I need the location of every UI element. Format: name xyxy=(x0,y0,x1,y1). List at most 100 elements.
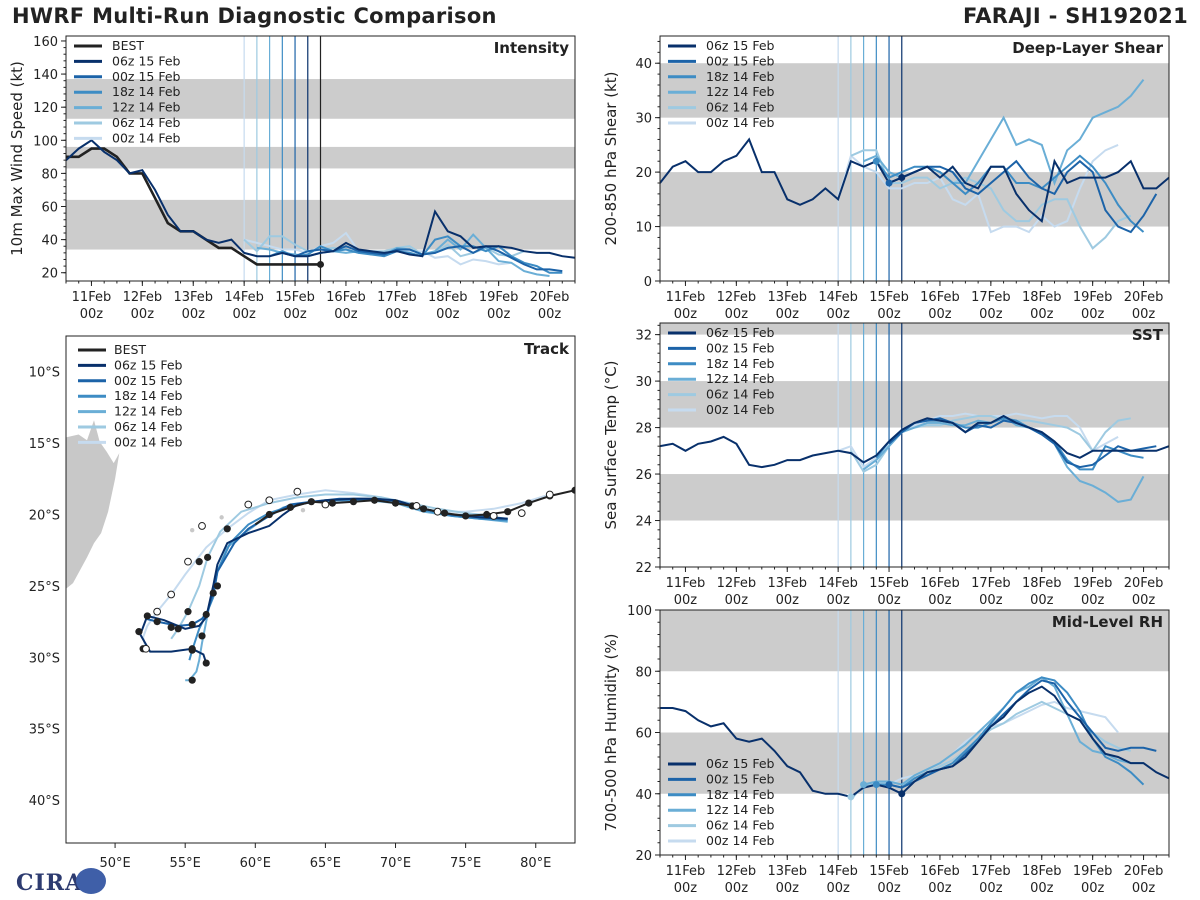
track-open-point xyxy=(489,512,498,520)
shear-panel: 0 10 20 30 40 11Feb 00z 12Feb 00z 13Feb 00z 14Feb 00… xyxy=(602,35,1170,322)
intensity-xtick-label: 00z xyxy=(487,307,511,322)
track-run-point xyxy=(188,676,196,684)
rh-xtick-label: 11Feb xyxy=(666,864,706,879)
track-best-point xyxy=(440,509,449,517)
sst-xtick-label: 00z xyxy=(979,593,1003,608)
track-best-point xyxy=(307,498,315,506)
rh-legend-label: 18z 14 Feb xyxy=(706,787,775,802)
track-best-point xyxy=(525,499,533,507)
intensity-ytick-label: 100 xyxy=(33,134,58,149)
track-open-point xyxy=(142,644,150,653)
shear-xtick-label: 18Feb xyxy=(1022,290,1062,305)
intensity-ytick-label: 60 xyxy=(41,201,58,216)
intensity-xtick-label: 13Feb xyxy=(173,290,213,305)
intensity-xtick-label: 00z xyxy=(283,307,307,322)
track-run-point xyxy=(167,623,175,631)
rh-ytick-label: 20 xyxy=(635,849,652,864)
sst-legend-label: 06z 14 Feb xyxy=(706,387,775,402)
sst-y-axis-label: Sea Surface Temp (°C) xyxy=(602,360,620,529)
track-best-point xyxy=(419,505,428,513)
shear-legend-label: 00z 15 Feb xyxy=(706,53,775,68)
rh-legend-label: 06z 15 Feb xyxy=(706,756,775,771)
track-ytick-label: 10°S xyxy=(29,366,60,381)
rh-xtick-label: 00z xyxy=(1132,881,1156,896)
rh-xtick-label: 00z xyxy=(826,881,850,896)
rh-xtick-label: 15Feb xyxy=(869,864,909,879)
shear-xtick-label: 00z xyxy=(826,307,850,322)
intensity-xtick-label: 14Feb xyxy=(224,290,264,305)
intensity-panel-title: Intensity xyxy=(494,39,570,57)
rh-xtick-label: 00z xyxy=(1081,881,1105,896)
intensity-xtick-label: 20Feb xyxy=(530,290,570,305)
shear-series-line xyxy=(660,137,1169,223)
rh-xtick-label: 12Feb xyxy=(717,864,757,879)
track-best-point xyxy=(286,503,294,511)
sst-ytick-label: 30 xyxy=(635,375,652,390)
sst-xtick-label: 12Feb xyxy=(717,576,757,591)
shear-legend-label: 00z 14 Feb xyxy=(706,115,775,130)
sst-xtick-label: 14Feb xyxy=(818,576,858,591)
sst-xtick-label: 00z xyxy=(725,593,749,608)
sst-legend-label: 06z 15 Feb xyxy=(706,325,775,340)
intensity-ytick-label: 40 xyxy=(41,234,58,249)
rh-xtick-label: 14Feb xyxy=(818,864,858,879)
track-best-point xyxy=(462,512,470,520)
rh-xtick-label: 19Feb xyxy=(1073,864,1113,879)
rh-y-axis-label: 700-500 hPa Humidity (%) xyxy=(602,633,620,831)
intensity-xtick-label: 00z xyxy=(334,307,358,322)
intensity-legend-label: 06z 15 Feb xyxy=(112,53,181,68)
track-xtick-label: 70°E xyxy=(380,856,411,871)
shear-xtick-label: 11Feb xyxy=(666,290,706,305)
track-best-point xyxy=(370,496,379,504)
sst-plot-area xyxy=(660,323,1169,567)
sst-xtick-label: 00z xyxy=(1030,593,1054,608)
intensity-xtick-label: 00z xyxy=(232,307,256,322)
track-series-line xyxy=(188,499,508,661)
track-best-point xyxy=(483,510,491,519)
track-best-point xyxy=(571,486,575,494)
rh-series-line xyxy=(660,685,1169,798)
track-open-point xyxy=(244,500,253,509)
sst-xtick-label: 00z xyxy=(826,593,850,608)
track-open-point xyxy=(153,607,162,616)
shear-xtick-label: 19Feb xyxy=(1073,290,1113,305)
shear-xtick-label: 00z xyxy=(877,307,901,322)
intensity-ytick-label: 120 xyxy=(33,101,58,116)
sst-xtick-label: 00z xyxy=(1132,593,1156,608)
rh-legend-label: 00z 14 Feb xyxy=(706,833,775,848)
sst-panel-title: SST xyxy=(1132,326,1164,344)
sst-ytick-label: 22 xyxy=(635,561,652,576)
rh-plot-area xyxy=(660,610,1169,855)
rh-xtick-label: 00z xyxy=(725,881,749,896)
sst-legend-label: 18z 14 Feb xyxy=(706,356,775,371)
rh-init-marker xyxy=(898,790,906,798)
track-run-point xyxy=(184,608,192,616)
track-ytick-label: 20°S xyxy=(29,509,60,524)
sst-xtick-label: 19Feb xyxy=(1073,576,1113,591)
rh-legend-label: 06z 14 Feb xyxy=(706,818,775,833)
track-open-point xyxy=(198,522,206,530)
sst-xtick-label: 13Feb xyxy=(767,576,807,591)
rh-xtick-label: 00z xyxy=(1030,881,1054,896)
rh-init-marker xyxy=(885,781,893,789)
track-open-point xyxy=(412,502,421,510)
track-xtick-label: 65°E xyxy=(310,856,341,871)
shear-series-line xyxy=(888,159,1158,234)
intensity-xtick-label: 11Feb xyxy=(72,290,112,305)
track-run-point xyxy=(195,558,203,566)
shear-ytick-label: 10 xyxy=(635,221,652,236)
intensity-legend-label: 00z 15 Feb xyxy=(112,69,181,84)
sst-xtick-label: 00z xyxy=(674,593,698,608)
rh-series-line xyxy=(888,679,1157,789)
track-legend-label: 00z 15 Feb xyxy=(114,373,183,388)
sst-ytick-label: 32 xyxy=(635,329,652,344)
track-ytick-label: 35°S xyxy=(29,723,60,738)
track-open-point xyxy=(293,487,302,496)
intensity-ytick-label: 140 xyxy=(33,68,58,83)
intensity-xtick-label: 15Feb xyxy=(275,290,315,305)
madagascar-landmass xyxy=(66,420,120,589)
